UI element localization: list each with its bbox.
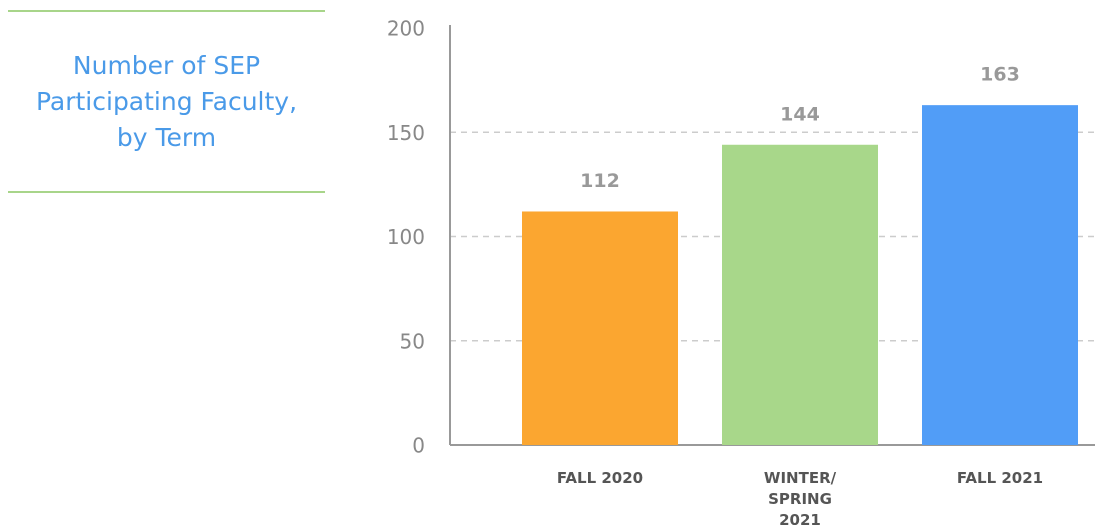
bar	[722, 144, 878, 445]
value-label: 144	[780, 103, 820, 125]
y-tick-label: 50	[400, 329, 425, 353]
value-label: 163	[980, 64, 1020, 86]
value-label: 112	[580, 170, 620, 192]
bar	[922, 105, 1078, 446]
bar	[522, 211, 678, 445]
y-tick-label: 100	[387, 225, 425, 249]
x-tick-label: FALL 2020	[556, 469, 644, 487]
chart-title: Number of SEP Participating Faculty, by …	[8, 10, 325, 193]
y-tick-label: 150	[387, 121, 425, 145]
chart: 0 50 100 150 200 112 144 163	[387, 17, 1095, 458]
y-tick-label: 0	[412, 434, 425, 458]
x-tick-label: WINTER/ SPRING 2021	[763, 469, 837, 529]
x-tick-label: FALL 2021	[956, 469, 1044, 487]
y-tick-label: 200	[387, 17, 425, 41]
page: Number of SEP Participating Faculty, by …	[8, 10, 1095, 529]
